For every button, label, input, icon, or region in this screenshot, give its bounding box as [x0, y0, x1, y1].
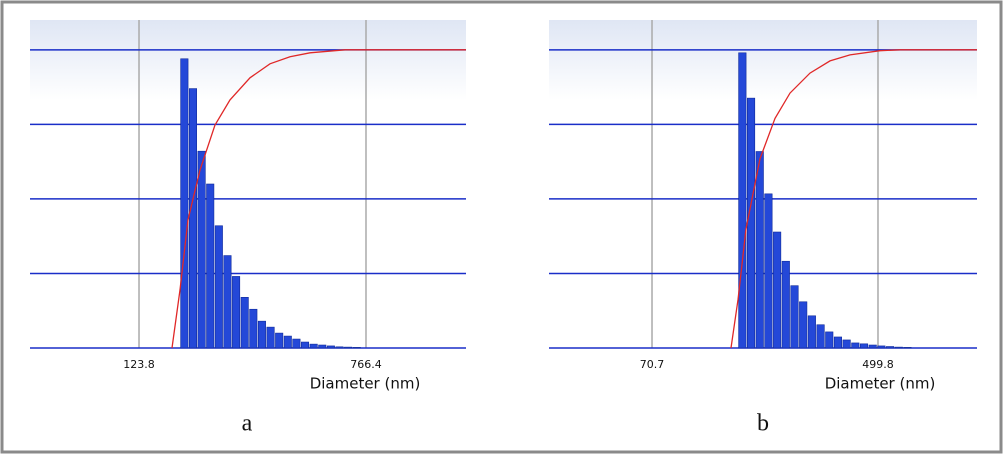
plot-band [30, 20, 466, 100]
bar [807, 315, 816, 349]
bar [790, 285, 799, 349]
bar [825, 331, 834, 349]
x-tick-label: 70.7 [640, 358, 665, 371]
bar [903, 347, 912, 349]
bar [886, 346, 895, 349]
bar [755, 151, 764, 349]
bar [868, 344, 877, 349]
cumulative-line [730, 49, 977, 349]
bar [738, 52, 747, 349]
cumulative-line [171, 49, 466, 349]
x-axis-label: Diameter (nm) [825, 375, 936, 393]
bar [180, 58, 189, 349]
bar [266, 326, 275, 349]
bar [747, 97, 756, 349]
bar [318, 344, 327, 349]
bar [344, 346, 353, 349]
bar [257, 320, 266, 349]
bar [851, 342, 860, 349]
bar [309, 343, 318, 349]
bar [799, 301, 808, 349]
bar [859, 343, 869, 349]
bar [275, 332, 284, 349]
bar [877, 345, 886, 349]
x-tick-label: 766.4 [350, 358, 382, 371]
bar [283, 335, 292, 349]
bar [833, 336, 842, 349]
bar [214, 225, 223, 349]
bar [206, 183, 215, 349]
x-tick-label: 123.8 [123, 358, 155, 371]
bar [894, 346, 903, 349]
panel-label: b [757, 411, 769, 437]
bar [292, 338, 301, 349]
x-axis-label: Diameter (nm) [310, 375, 421, 393]
bar [301, 341, 310, 349]
bar [335, 346, 344, 349]
bar [188, 88, 197, 349]
panel-label: a [242, 411, 253, 437]
bar [249, 308, 258, 349]
bar [816, 324, 825, 349]
plot-band [549, 20, 977, 100]
bar [781, 260, 790, 349]
bar [223, 255, 232, 349]
x-tick-label: 499.8 [862, 358, 894, 371]
bar [842, 339, 851, 349]
bar [326, 345, 335, 349]
bar [773, 231, 782, 349]
bar [352, 347, 361, 349]
bar [197, 150, 206, 349]
bar [232, 276, 241, 349]
bar [764, 193, 773, 349]
bar [240, 297, 249, 349]
